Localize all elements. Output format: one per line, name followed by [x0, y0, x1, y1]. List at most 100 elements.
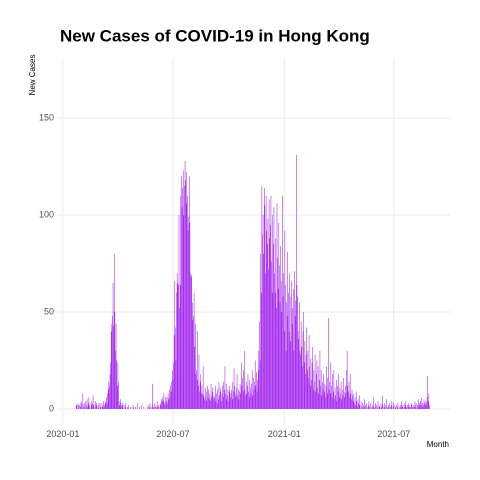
bar: [187, 230, 189, 409]
bar: [127, 407, 128, 409]
bar: [325, 397, 326, 409]
bar: [275, 238, 277, 409]
bar: [366, 407, 368, 409]
bar: [158, 405, 159, 409]
bar: [302, 331, 304, 409]
bar: [424, 401, 426, 409]
bar: [340, 381, 342, 409]
bar: [307, 350, 309, 409]
bar: [286, 251, 288, 409]
bar: [215, 401, 217, 409]
bar: [246, 393, 248, 409]
bar: [268, 199, 270, 409]
bar: [378, 407, 380, 409]
bar: [331, 397, 333, 409]
bar: [334, 399, 335, 409]
bar: [235, 397, 237, 409]
bar: [407, 403, 409, 409]
bar: [276, 203, 278, 409]
bar: [329, 381, 330, 409]
bar: [287, 315, 289, 409]
bar: [202, 393, 203, 409]
bar: [386, 399, 387, 409]
bar: [86, 399, 88, 409]
bar: [253, 389, 255, 409]
bar: [112, 315, 113, 409]
bar: [423, 399, 425, 409]
bar: [283, 331, 285, 409]
bar: [241, 362, 242, 409]
bar: [369, 407, 370, 409]
bar: [79, 405, 81, 409]
bar: [274, 273, 275, 409]
bar: [153, 407, 154, 409]
bar: [195, 374, 197, 409]
bar: [257, 350, 259, 409]
bar: [160, 405, 162, 409]
bar: [313, 389, 314, 409]
bar: [83, 407, 85, 409]
bar: [341, 399, 342, 409]
bar: [361, 407, 362, 409]
bar: [262, 234, 263, 409]
bar: [296, 154, 297, 409]
bar: [294, 271, 295, 409]
bar: [152, 383, 153, 409]
bar: [152, 405, 154, 409]
bar: [250, 387, 251, 409]
bar: [309, 366, 310, 409]
bar: [230, 393, 232, 409]
bar: [354, 403, 355, 409]
bar: [320, 385, 321, 409]
bar: [366, 403, 367, 409]
bar: [388, 407, 390, 409]
bar: [213, 395, 215, 409]
bar: [244, 350, 245, 409]
bar: [290, 341, 291, 409]
x-tick-label: 2021-07: [377, 429, 410, 439]
bar: [270, 224, 271, 409]
bar: [222, 397, 224, 409]
bar: [412, 407, 413, 409]
bar: [103, 401, 104, 409]
bar: [102, 405, 104, 409]
bar: [311, 379, 312, 409]
bar: [172, 379, 174, 409]
bar: [396, 405, 398, 409]
bar: [164, 403, 165, 409]
bar: [109, 385, 110, 409]
bar: [184, 160, 186, 409]
bar: [355, 405, 356, 409]
bar: [232, 381, 234, 409]
bar: [374, 407, 376, 409]
bar: [195, 323, 196, 409]
bar: [123, 405, 125, 409]
bar: [259, 360, 261, 409]
bar: [184, 185, 185, 409]
bar: [121, 405, 123, 409]
bar: [218, 399, 219, 409]
bar: [326, 393, 328, 409]
bar: [257, 379, 258, 409]
bar: [385, 405, 387, 409]
bar: [139, 407, 140, 409]
bar: [339, 397, 340, 409]
bar: [216, 393, 217, 409]
bar: [192, 302, 193, 409]
bar: [141, 405, 142, 409]
bar: [421, 407, 423, 409]
bar: [352, 401, 354, 409]
bar: [332, 374, 333, 409]
bar: [253, 377, 254, 409]
bar: [372, 405, 373, 409]
bar: [173, 362, 174, 409]
bar: [104, 403, 106, 409]
bar: [170, 391, 172, 409]
bar: [353, 393, 355, 409]
bar: [364, 399, 365, 409]
bar: [305, 354, 307, 409]
y-tick-label: 150: [39, 112, 54, 122]
bar: [122, 403, 124, 409]
bar: [230, 397, 231, 409]
bar: [363, 407, 365, 409]
